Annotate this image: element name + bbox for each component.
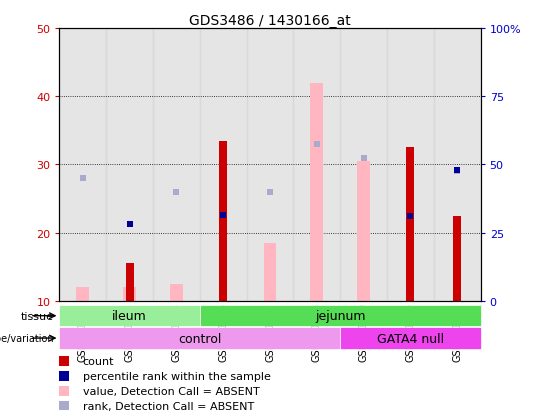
Bar bbox=[59, 328, 340, 349]
Text: genotype/variation: genotype/variation bbox=[0, 333, 54, 343]
Text: ileum: ileum bbox=[112, 309, 147, 323]
Bar bbox=[59, 29, 106, 301]
Text: GATA4 null: GATA4 null bbox=[377, 332, 444, 345]
Bar bbox=[387, 29, 434, 301]
Bar bbox=[153, 29, 200, 301]
Bar bbox=[170, 284, 183, 301]
Bar bbox=[106, 29, 153, 301]
Bar bbox=[59, 305, 200, 327]
Bar bbox=[264, 243, 276, 301]
Text: rank, Detection Call = ABSENT: rank, Detection Call = ABSENT bbox=[83, 401, 254, 411]
Bar bbox=[340, 29, 387, 301]
Text: percentile rank within the sample: percentile rank within the sample bbox=[83, 371, 271, 381]
Bar bbox=[125, 263, 134, 301]
Bar bbox=[310, 83, 323, 301]
Bar bbox=[406, 148, 415, 301]
Title: GDS3486 / 1430166_at: GDS3486 / 1430166_at bbox=[189, 14, 351, 28]
Text: jejunum: jejunum bbox=[315, 309, 366, 323]
Bar bbox=[247, 29, 293, 301]
Bar bbox=[123, 287, 136, 301]
Text: tissue: tissue bbox=[21, 311, 54, 321]
Text: value, Detection Call = ABSENT: value, Detection Call = ABSENT bbox=[83, 387, 259, 396]
Bar bbox=[200, 305, 481, 327]
Text: count: count bbox=[83, 356, 114, 366]
Bar bbox=[357, 161, 370, 301]
Bar bbox=[219, 141, 227, 301]
Bar bbox=[293, 29, 340, 301]
Bar bbox=[200, 29, 247, 301]
Bar bbox=[434, 29, 481, 301]
Bar bbox=[453, 216, 461, 301]
Bar bbox=[76, 287, 89, 301]
Bar bbox=[340, 328, 481, 349]
Text: control: control bbox=[178, 332, 221, 345]
